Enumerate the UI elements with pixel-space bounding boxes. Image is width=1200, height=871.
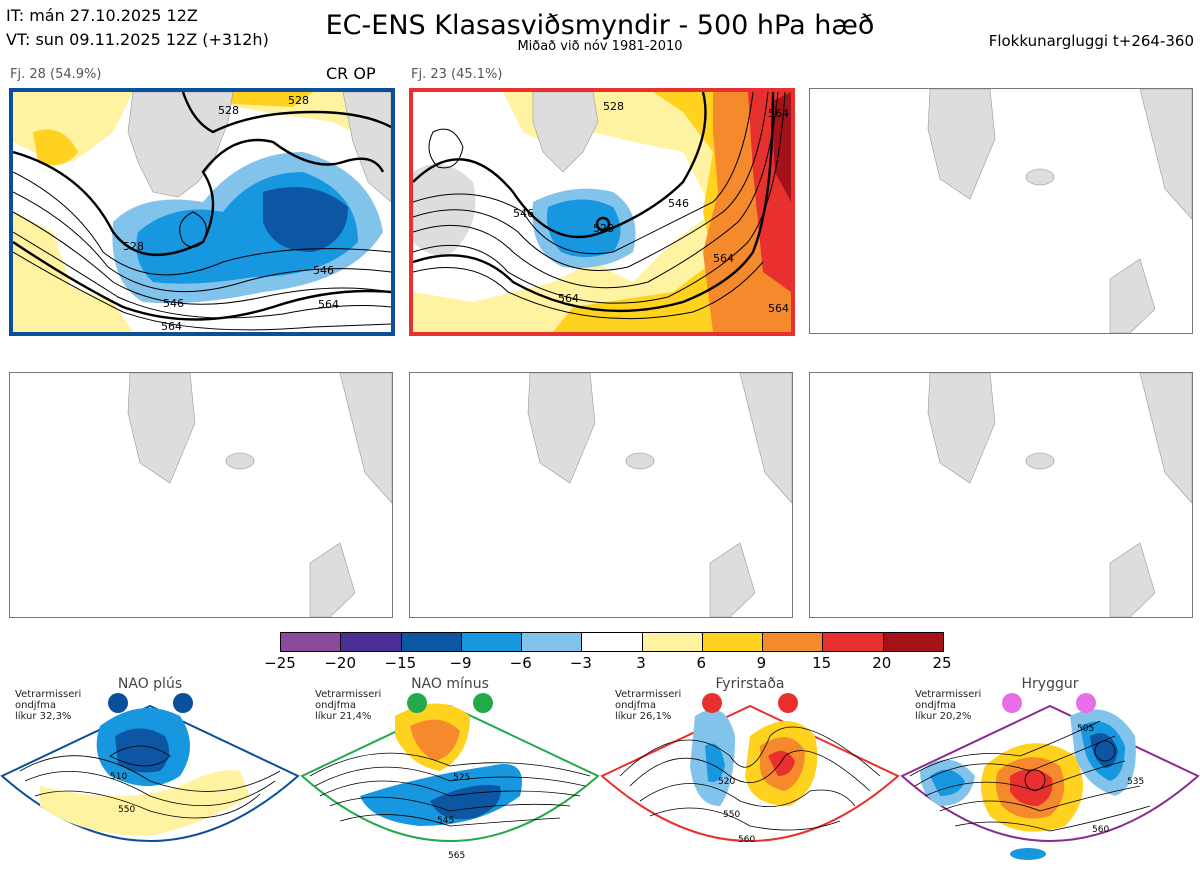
colorbar-swatch: [522, 633, 583, 651]
valid-time: VT: sun 09.11.2025 12Z (+312h): [6, 30, 269, 49]
regime-meta: Vetrarmisseri ondjfma líkur 20,2%: [915, 689, 982, 722]
cluster-4-map-empty: [9, 372, 393, 618]
regime-marker-icon: [473, 693, 493, 713]
contour-label: 550: [118, 805, 135, 815]
colorbar-tick-label: −3: [569, 654, 592, 672]
regime-marker-icon: [173, 693, 193, 713]
regime-nao-minus: Vetrarmisseri ondjfma líkur 21,4% NAO mínu…: [300, 676, 600, 871]
regime-blocking: Vetrarmisseri ondjfma líkur 26,1% Fyrirsta…: [600, 676, 900, 871]
colorbar-tick-label: −20: [324, 654, 356, 672]
colorbar-tick-label: −6: [509, 654, 532, 672]
colorbar-swatch: [702, 633, 764, 651]
regime-marker-icon: [108, 693, 128, 713]
page-title: EC-ENS Klasasviðsmyndir - 500 hPa hæð: [325, 10, 875, 41]
colorbar-swatch: [341, 633, 402, 651]
cluster-6-map-empty: [809, 372, 1193, 618]
regime-marker-icon: [702, 693, 722, 713]
cluster-1-label: Fj. 28 (54.9%): [10, 67, 102, 82]
colorbar-swatch: [642, 633, 703, 651]
colorbar-swatch: [582, 633, 643, 651]
colorbar-tick-label: −9: [449, 654, 472, 672]
contour-label: 564: [558, 292, 579, 305]
contour-label: 528: [218, 104, 239, 117]
regime-title: NAO plús: [117, 676, 183, 692]
colorbar-tick-label: 25: [932, 654, 952, 672]
regime-meta: Vetrarmisseri ondjfma líkur 32,3%: [15, 689, 82, 722]
colorbar-swatch: [823, 633, 884, 651]
contour-label: 505: [1077, 724, 1094, 734]
colorbar-tick-label: 20: [872, 654, 892, 672]
regime-marker-icon: [778, 693, 798, 713]
contour-label: 564: [161, 320, 182, 332]
colorbar-tick-label: 9: [756, 654, 767, 672]
contour-label: 560: [738, 835, 755, 845]
contour-label: 564: [713, 252, 734, 265]
regime-title: Fyrirstaða: [715, 676, 785, 692]
regime-nao-plus: Vetrarmisseri ondjfma líkur 32,3% NAO plús…: [0, 676, 300, 871]
contour-label: 564: [768, 107, 789, 120]
contour-label: 560: [1092, 825, 1109, 835]
contour-label: 528: [123, 240, 144, 253]
colorbar-tick-label: 6: [696, 654, 707, 672]
cluster-1-tags: CR OP: [326, 64, 376, 83]
colorbar-tick-label: −15: [384, 654, 417, 672]
contour-label: 546: [163, 297, 184, 310]
contour-label: 525: [453, 773, 470, 783]
regime-marker-icon: [1076, 693, 1096, 713]
colorbar-swatch: [461, 633, 523, 651]
colorbar-tick-label: 3: [636, 654, 646, 672]
contour-label: 564: [768, 302, 789, 315]
colorbar-swatch: [883, 633, 943, 651]
contour-label: 535: [1127, 777, 1144, 787]
contour-label: 546: [513, 207, 534, 220]
page-subtitle: Miðað við nóv 1981-2010: [517, 39, 683, 54]
contour-label: 528: [288, 94, 309, 107]
contour-label: 564: [318, 298, 339, 311]
regime-marker-icon: [1002, 693, 1022, 713]
clustering-window: Flokkunargluggi t+264-360: [988, 32, 1194, 50]
contour-label: 520: [718, 777, 735, 787]
regime-ridge: Vetrarmisseri ondjfma líkur 20,2% Hryggur …: [900, 676, 1200, 871]
colorbar-tick-label: −25: [264, 654, 296, 672]
contour-label: 565: [448, 851, 465, 861]
contour-label: 528: [603, 100, 624, 113]
cluster-5-map-empty: [409, 372, 793, 618]
init-time: IT: mán 27.10.2025 12Z: [6, 6, 198, 25]
colorbar-swatch: [763, 633, 824, 651]
colorbar-swatch: [281, 633, 342, 651]
cluster-2-label: Fj. 23 (45.1%): [411, 67, 503, 82]
cluster-1-map: 528 528 528 546 546 564 564: [9, 88, 395, 336]
contour-label: 546: [668, 197, 689, 210]
cluster-3-map-empty: [809, 88, 1193, 334]
contour-label: 545: [437, 816, 454, 826]
regime-marker-icon: [407, 693, 427, 713]
contour-label: 510: [110, 772, 127, 782]
colorbar-tick-label: 15: [812, 654, 832, 672]
contour-label: 550: [723, 810, 740, 820]
regime-meta: Vetrarmisseri ondjfma líkur 21,4%: [315, 689, 382, 722]
colorbar-swatch: [401, 633, 462, 651]
contour-label: 546: [313, 264, 334, 277]
regime-title: Hryggur: [1021, 676, 1079, 692]
cluster-2-map: 528 528 546 546 564 564 564 564: [409, 88, 795, 336]
regime-meta: Vetrarmisseri ondjfma líkur 26,1%: [615, 689, 682, 722]
regime-title: NAO mínus: [411, 676, 489, 692]
contour-label: 528: [593, 222, 614, 235]
anomaly-colorbar: [280, 632, 944, 652]
